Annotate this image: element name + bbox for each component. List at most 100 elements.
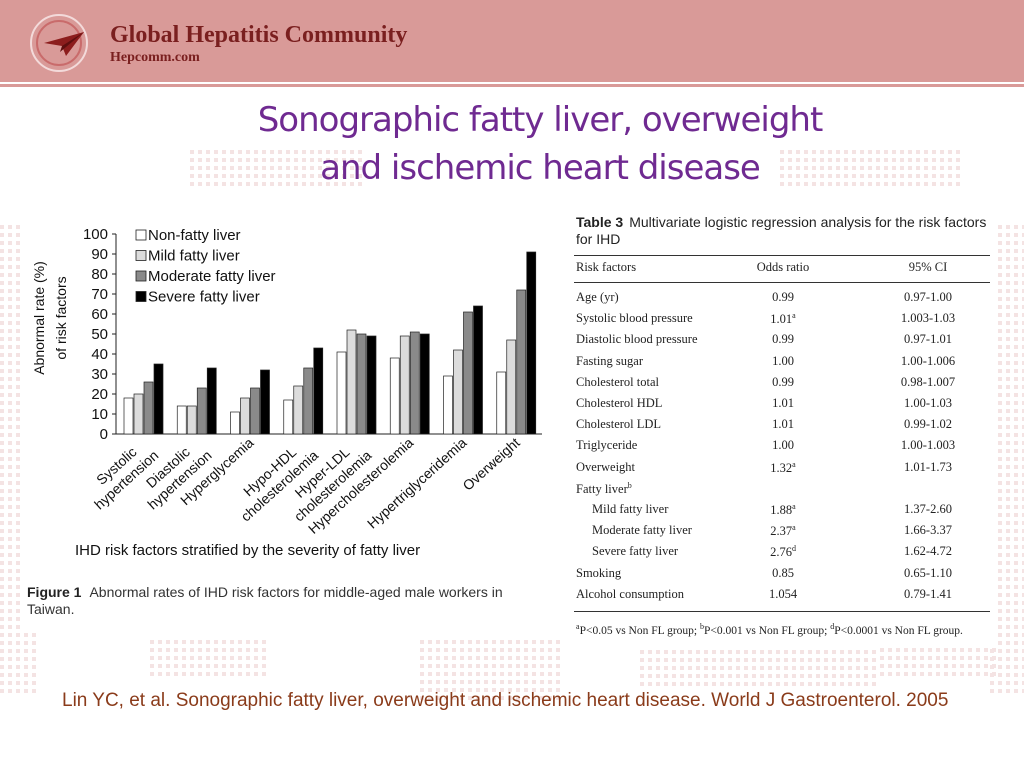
bar-severe-fatty-liver-4 <box>366 335 377 435</box>
table-row: Alcohol consumption 1.054 0.79-1.41 <box>568 587 998 608</box>
cell-ci: 1.37-2.60 <box>904 502 952 516</box>
table-label: Table 3 <box>576 214 624 230</box>
cell-odds-ratio: 2.76d <box>770 544 796 560</box>
legend-label: Mild fatty liver <box>148 248 240 265</box>
legend-swatch <box>135 250 147 261</box>
figure-label: Figure 1 <box>27 584 82 600</box>
bar-severe-fatty-liver-0 <box>153 363 164 435</box>
paper-plane-circle-icon <box>30 14 88 72</box>
cell-risk-factor: Alcohol consumption <box>576 586 684 601</box>
cell-ci: 1.00-1.006 <box>900 353 956 368</box>
y-tick-label: 10 <box>91 406 108 423</box>
cell-ci: 0.98-1.007 <box>900 374 956 389</box>
figure-panel: 0 10 20 30 40 50 60 70 80 90 100 Abnormal rate (%) o… <box>20 212 550 630</box>
table-row: Moderate fatty liver 2.37a 1.66-3.37 <box>568 523 998 544</box>
cell-ci: 1.01-1.73 <box>904 459 952 474</box>
table-row: Age (yr) 0.99 0.97-1.00 <box>568 290 998 311</box>
cell-risk-factor: Age (yr) <box>576 290 619 304</box>
bar-chart: 0 10 20 30 40 50 60 70 80 90 100 Abnormal rate (%) o… <box>31 226 542 559</box>
y-tick-label: 30 <box>91 366 108 383</box>
cell-odds-ratio: 1.00 <box>772 438 794 453</box>
y-tick-label: 70 <box>91 286 108 303</box>
y-tick-label: 90 <box>91 246 108 263</box>
y-tick-label: 0 <box>100 426 108 443</box>
bar-severe-fatty-liver-3 <box>313 347 324 435</box>
cell-ci: 0.65-1.10 <box>904 565 952 580</box>
bar-non-fatty-liver-3 <box>283 399 294 435</box>
y-axis-title-line-1: Abnormal rate (%) <box>31 261 47 375</box>
cell-risk-factor: Cholesterol total <box>576 374 659 389</box>
table-row: Cholesterol LDL 1.01 0.99-1.02 <box>568 417 998 438</box>
table-footnote: aP<0.05 vs Non FL group; bP<0.001 vs Non… <box>576 622 963 637</box>
x-tick-label: Hypertriglyceridemia <box>364 434 470 531</box>
cell-odds-ratio: 2.37a <box>770 523 796 539</box>
y-axis-title-line-2: of risk factors <box>53 276 69 359</box>
x-tick-label-line: Overweight <box>459 434 522 493</box>
cell-odds-ratio: 1.01a <box>770 311 796 327</box>
header-risk-factors: Risk factors <box>576 260 637 274</box>
bar-mild-fatty-liver-7 <box>506 339 517 435</box>
cell-odds-ratio: 0.99 <box>772 374 794 389</box>
legend-label: Severe fatty liver <box>148 289 260 306</box>
bar-severe-fatty-liver-2 <box>260 369 270 435</box>
y-tick-label: 60 <box>91 306 108 323</box>
title-line-2: and ischemic heart disease <box>320 148 761 188</box>
bar-non-fatty-liver-4 <box>336 351 347 435</box>
cell-risk-factor: Diastolic blood pressure <box>576 332 698 347</box>
header-band: Global Hepatitis Community Hepcomm.com <box>0 0 1024 82</box>
bar-severe-fatty-liver-1 <box>206 367 217 435</box>
table-row: Smoking 0.85 0.65-1.10 <box>568 566 998 587</box>
legend-label: Moderate fatty liver <box>148 268 276 285</box>
table-row: Cholesterol total 0.99 0.98-1.007 <box>568 375 998 396</box>
bar-non-fatty-liver-7 <box>496 371 507 435</box>
brand-site: Hepcomm.com <box>110 50 200 65</box>
cell-ci: 0.79-1.41 <box>904 586 952 601</box>
bar-non-fatty-liver-6 <box>443 375 453 435</box>
x-axis-title: IHD risk factors stratified by the sever… <box>75 542 420 559</box>
y-tick-label: 20 <box>91 386 108 403</box>
table-row: Fatty liverb <box>568 481 998 502</box>
table-row: Severe fatty liver 2.76d 1.62-4.72 <box>568 544 998 565</box>
cell-risk-factor: Fatty liverb <box>576 480 632 496</box>
figure-caption-text: Abnormal rates of IHD risk factors for m… <box>27 584 503 617</box>
y-axis-title: Abnormal rate (%) of risk factors <box>31 261 69 375</box>
title-line-1: Sonographic fatty liver, overweight <box>257 100 824 140</box>
bar-moderate-fatty-liver-1 <box>196 387 207 435</box>
x-tick-label: Overweight <box>459 434 522 493</box>
cell-odds-ratio: 1.054 <box>768 586 798 601</box>
x-tick-label-line: Hypertriglyceridemia <box>364 434 470 531</box>
header-odds-ratio: Odds ratio <box>756 260 810 274</box>
table-row: Diastolic blood pressure 0.99 0.97-1.01 <box>568 332 998 353</box>
cell-risk-factor: Overweight <box>576 459 636 474</box>
bar-moderate-fatty-liver-5 <box>409 331 420 435</box>
bar-moderate-fatty-liver-6 <box>463 311 473 435</box>
y-tick-label: 80 <box>91 266 108 283</box>
bar-moderate-fatty-liver-0 <box>143 381 154 435</box>
cell-ci: 1.00-1.003 <box>900 438 956 453</box>
bar-mild-fatty-liver-3 <box>293 385 304 435</box>
cell-odds-ratio: 0.99 <box>772 290 794 304</box>
bar-non-fatty-liver-0 <box>123 397 134 435</box>
table-row: Overweight 1.32a 1.01-1.73 <box>568 460 998 481</box>
legend-swatch <box>135 270 147 282</box>
header-ci: 95% CI <box>908 260 948 274</box>
bar-non-fatty-liver-1 <box>176 405 187 435</box>
cell-ci: 1.003-1.03 <box>900 311 956 326</box>
bar-mild-fatty-liver-5 <box>399 335 410 435</box>
cell-odds-ratio: 1.32a <box>770 459 796 475</box>
table-header-row: Risk factors Odds ratio 95% CI <box>568 260 998 281</box>
table-row: Mild fatty liver 1.88a 1.37-2.60 <box>568 502 998 523</box>
table-rule-mid <box>574 282 990 283</box>
cell-risk-factor: Fasting sugar <box>576 353 644 368</box>
bar-mild-fatty-liver-0 <box>133 393 144 435</box>
cell-ci: 0.97-1.01 <box>904 332 952 347</box>
header-divider <box>0 84 1024 87</box>
bar-mild-fatty-liver-1 <box>186 405 197 435</box>
cell-ci: 1.00-1.03 <box>904 396 952 410</box>
cell-risk-factor: Smoking <box>576 565 622 580</box>
table-rule-top <box>574 255 990 256</box>
bar-moderate-fatty-liver-4 <box>356 333 367 435</box>
cell-risk-factor: Systolic blood pressure <box>576 311 693 326</box>
cell-risk-factor: Mild fatty liver <box>592 502 669 516</box>
